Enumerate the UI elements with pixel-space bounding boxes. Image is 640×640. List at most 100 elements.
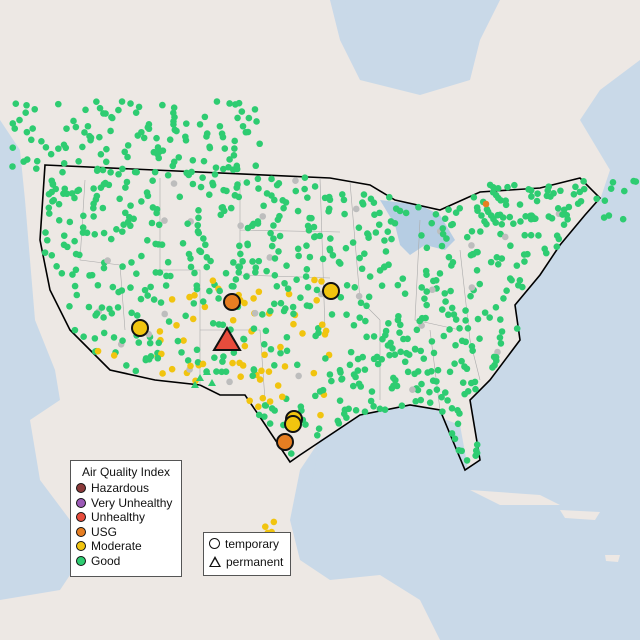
monitor-point[interactable] (130, 215, 137, 223)
monitor-point[interactable] (201, 303, 209, 311)
monitor-point[interactable] (240, 336, 248, 343)
monitor-point[interactable] (553, 243, 561, 250)
monitor-point[interactable] (121, 148, 129, 156)
monitor-point[interactable] (338, 376, 345, 383)
monitor-point[interactable] (226, 156, 233, 163)
monitor-point[interactable] (417, 396, 425, 404)
monitor-point[interactable] (310, 233, 318, 241)
monitor-point[interactable] (169, 162, 177, 170)
monitor-point[interactable] (499, 214, 507, 221)
monitor-point[interactable] (235, 263, 242, 271)
monitor-point[interactable] (226, 378, 233, 386)
monitor-point[interactable] (100, 314, 107, 321)
temporary-monitor-marker[interactable] (322, 282, 340, 300)
monitor-point[interactable] (471, 378, 479, 386)
monitor-point[interactable] (497, 340, 505, 347)
monitor-point[interactable] (114, 304, 122, 311)
monitor-point[interactable] (303, 266, 311, 273)
monitor-point[interactable] (468, 228, 476, 235)
monitor-point[interactable] (9, 144, 17, 152)
monitor-point[interactable] (313, 296, 320, 304)
monitor-point[interactable] (153, 134, 160, 142)
monitor-point[interactable] (317, 411, 324, 419)
monitor-point[interactable] (194, 228, 202, 235)
monitor-point[interactable] (115, 170, 122, 178)
monitor-point[interactable] (619, 215, 627, 223)
monitor-point[interactable] (211, 171, 219, 178)
monitor-point[interactable] (48, 188, 56, 196)
monitor-point[interactable] (220, 186, 227, 194)
monitor-point[interactable] (445, 311, 452, 319)
monitor-point[interactable] (72, 266, 80, 274)
monitor-point[interactable] (384, 342, 392, 349)
monitor-point[interactable] (401, 290, 409, 297)
monitor-point[interactable] (259, 213, 267, 220)
monitor-point[interactable] (545, 213, 553, 220)
monitor-point[interactable] (176, 193, 184, 201)
monitor-point[interactable] (478, 212, 485, 219)
monitor-point[interactable] (397, 321, 404, 329)
monitor-point[interactable] (468, 284, 476, 291)
monitor-point[interactable] (563, 211, 571, 219)
monitor-point[interactable] (476, 280, 484, 288)
monitor-point[interactable] (277, 299, 285, 307)
monitor-point[interactable] (233, 162, 241, 170)
monitor-point[interactable] (276, 212, 283, 220)
monitor-point[interactable] (444, 397, 451, 404)
monitor-point[interactable] (200, 235, 207, 242)
monitor-point[interactable] (82, 106, 89, 114)
monitor-point[interactable] (426, 399, 434, 406)
monitor-point[interactable] (237, 222, 244, 230)
monitor-point[interactable] (326, 371, 334, 378)
monitor-point[interactable] (72, 123, 80, 131)
monitor-point[interactable] (412, 398, 420, 405)
monitor-point[interactable] (554, 204, 562, 212)
monitor-point[interactable] (170, 180, 178, 187)
monitor-point[interactable] (245, 114, 253, 122)
monitor-point[interactable] (42, 229, 49, 236)
monitor-point[interactable] (134, 132, 142, 139)
monitor-point[interactable] (189, 180, 197, 188)
monitor-point[interactable] (165, 318, 173, 325)
monitor-point[interactable] (452, 316, 460, 323)
monitor-point[interactable] (11, 125, 19, 132)
monitor-point[interactable] (143, 189, 151, 196)
monitor-point[interactable] (174, 337, 182, 345)
monitor-point[interactable] (238, 108, 246, 115)
monitor-point[interactable] (87, 134, 95, 142)
monitor-point[interactable] (362, 317, 369, 325)
monitor-point[interactable] (268, 242, 276, 250)
monitor-point[interactable] (527, 231, 535, 239)
monitor-point[interactable] (255, 257, 263, 265)
monitor-point[interactable] (184, 357, 192, 364)
monitor-point[interactable] (212, 164, 220, 171)
monitor-point[interactable] (449, 259, 457, 266)
monitor-point[interactable] (391, 219, 399, 227)
monitor-point[interactable] (271, 361, 278, 369)
monitor-point[interactable] (342, 244, 350, 252)
monitor-point[interactable] (164, 171, 172, 179)
monitor-point[interactable] (283, 347, 291, 355)
monitor-point[interactable] (411, 346, 419, 353)
monitor-point[interactable] (170, 118, 177, 125)
monitor-point[interactable] (497, 230, 504, 238)
monitor-point[interactable] (128, 259, 135, 266)
monitor-point[interactable] (283, 333, 291, 341)
monitor-point[interactable] (525, 186, 532, 193)
monitor-point[interactable] (216, 287, 224, 295)
monitor-point[interactable] (423, 301, 430, 309)
monitor-point[interactable] (418, 232, 425, 239)
monitor-point[interactable] (396, 329, 403, 336)
monitor-point[interactable] (47, 150, 55, 158)
monitor-point[interactable] (230, 152, 238, 159)
monitor-point[interactable] (441, 290, 449, 297)
monitor-point[interactable] (381, 237, 388, 244)
monitor-point[interactable] (306, 302, 314, 310)
monitor-point[interactable] (215, 295, 222, 302)
monitor-point[interactable] (151, 168, 159, 176)
monitor-point[interactable] (66, 302, 73, 310)
monitor-point[interactable] (455, 447, 463, 454)
monitor-point[interactable] (182, 312, 189, 320)
monitor-point[interactable] (53, 263, 60, 270)
